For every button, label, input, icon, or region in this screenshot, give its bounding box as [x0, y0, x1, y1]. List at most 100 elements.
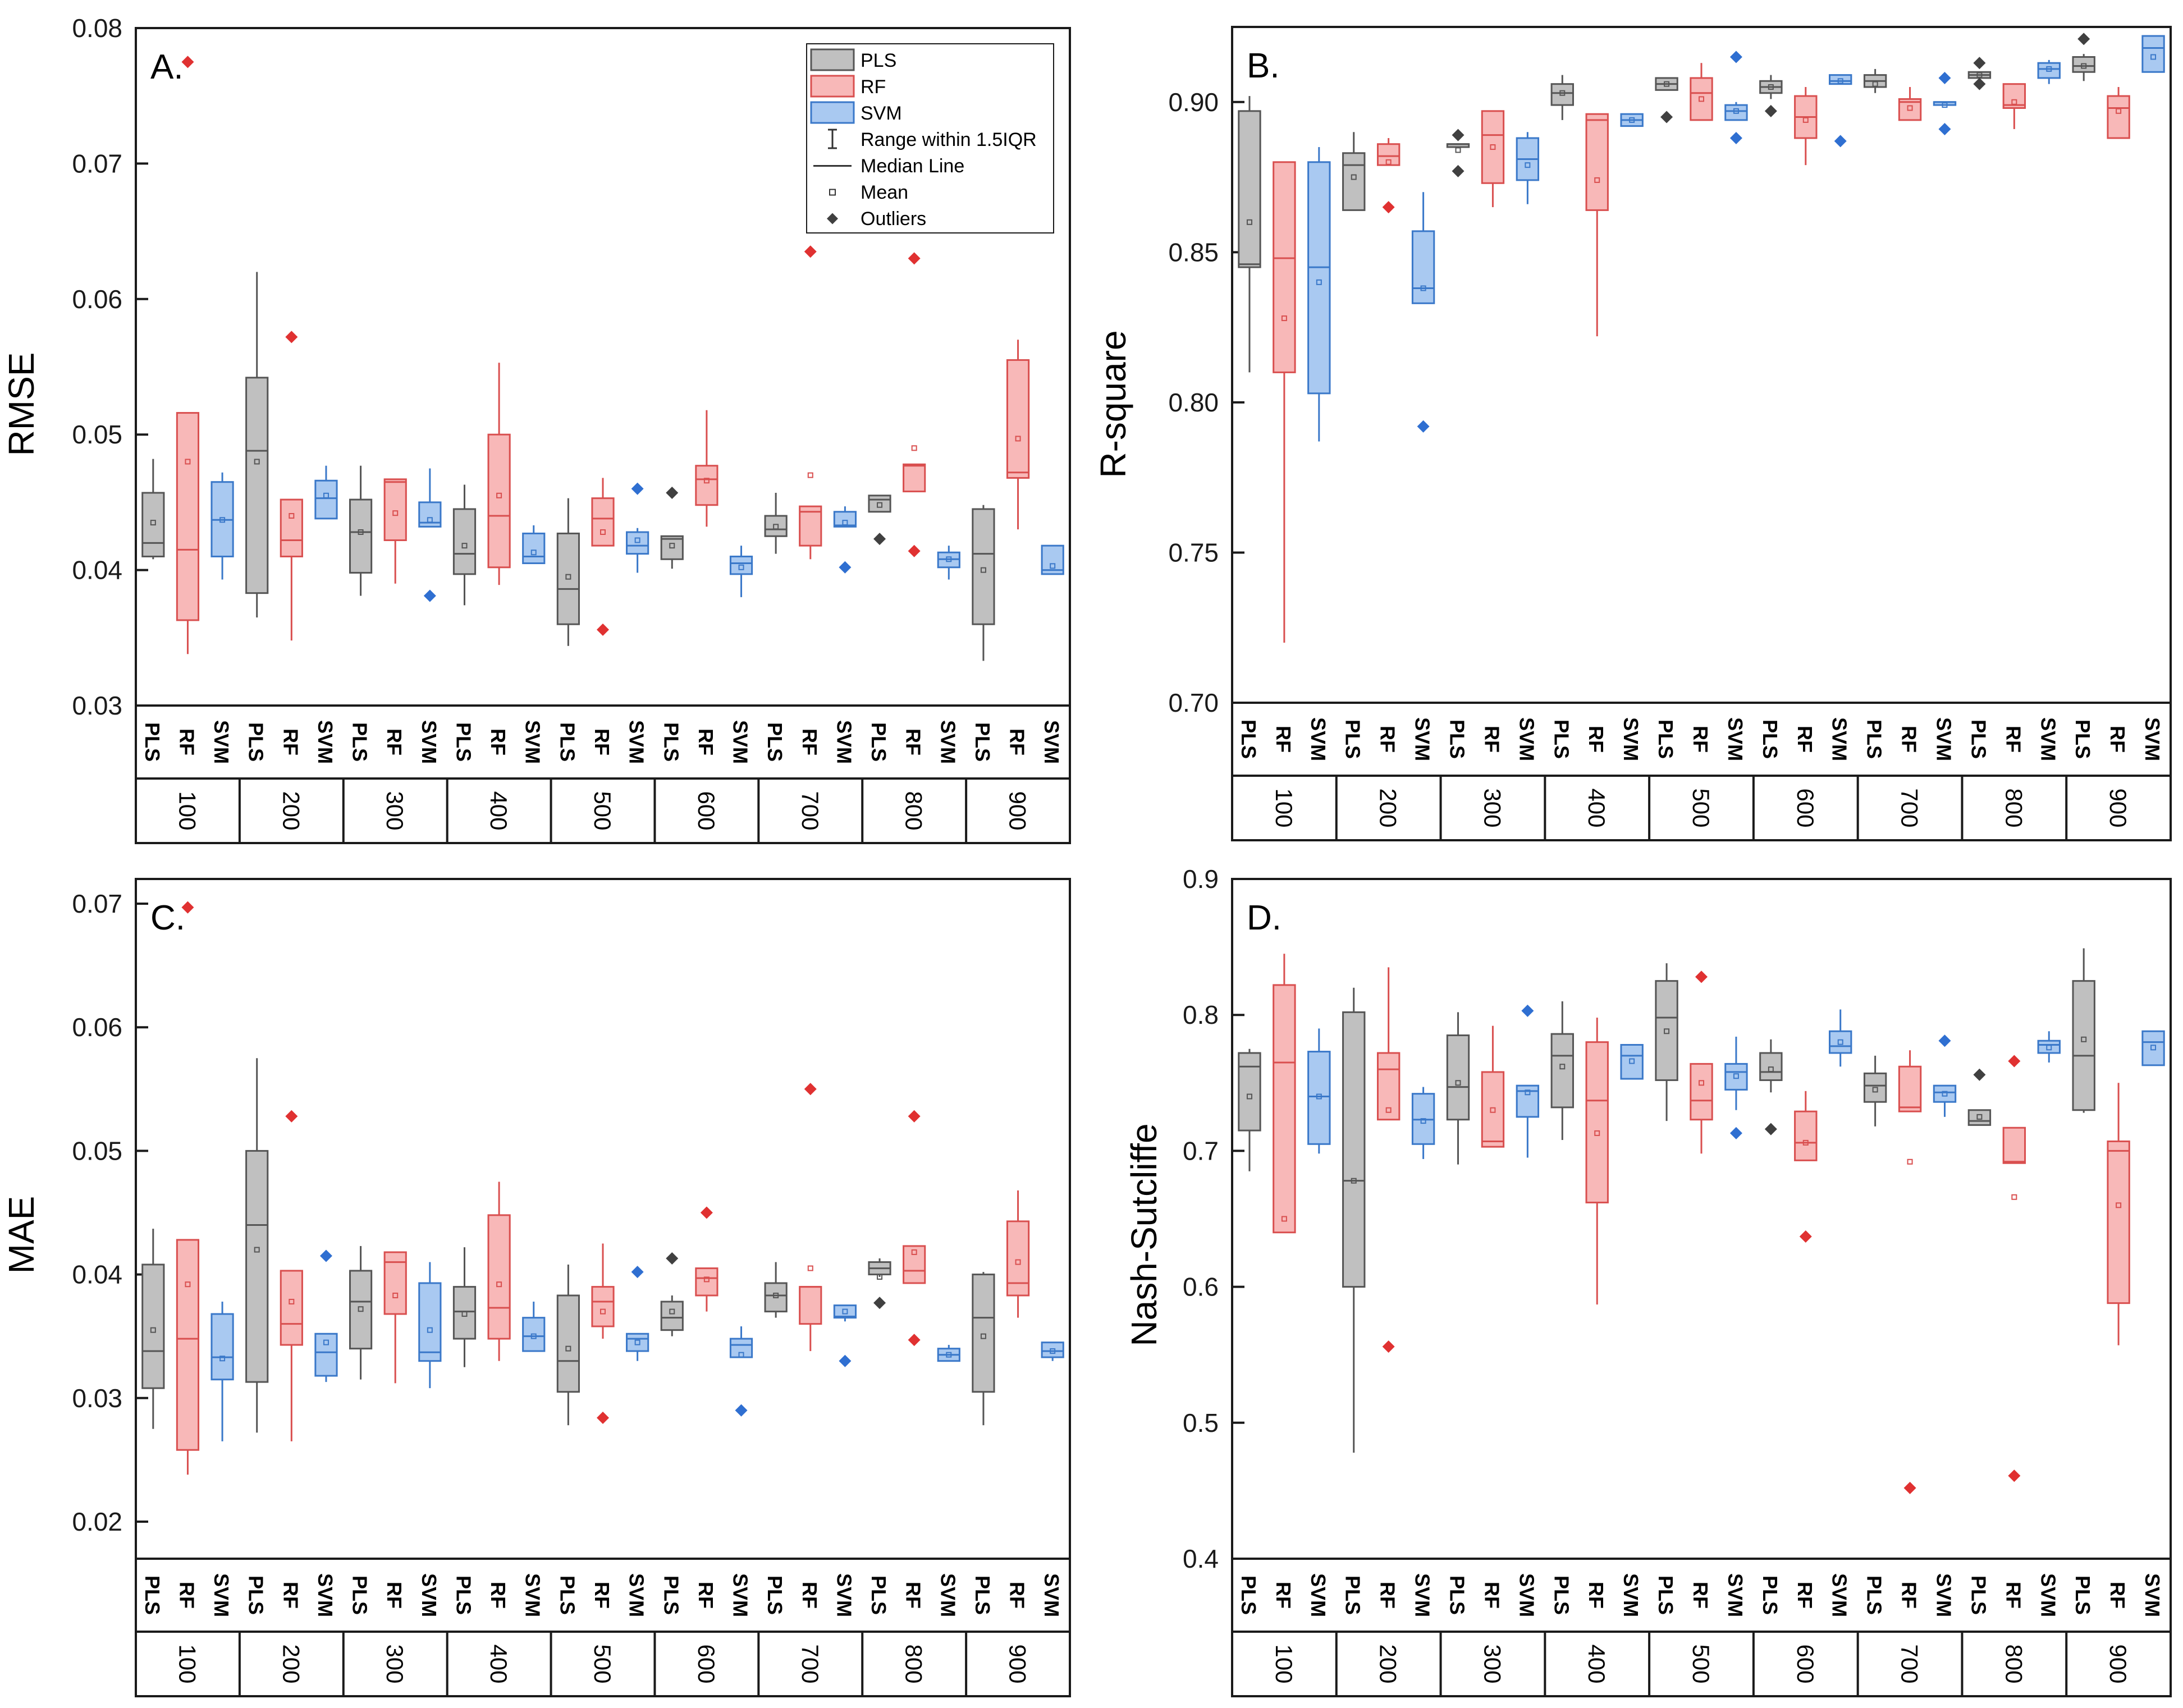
mean-marker — [1559, 90, 1566, 96]
mean-marker — [773, 1293, 779, 1299]
outlier-point — [873, 1297, 886, 1309]
method-label: SVM — [1411, 717, 1434, 761]
box-svm-200 — [314, 465, 338, 520]
plot-frame — [1231, 26, 2172, 704]
group-label: 700 — [797, 791, 823, 830]
method-label: PLS — [1654, 1576, 1677, 1615]
box-iqr — [1898, 1065, 1922, 1112]
mean-marker — [1872, 81, 1878, 87]
y-tick-label: 0.04 — [72, 1260, 122, 1289]
box-iqr — [1655, 980, 1678, 1081]
group-label: 100 — [1271, 1644, 1297, 1683]
mean-marker — [1490, 1107, 1496, 1113]
method-label: RF — [279, 1582, 302, 1609]
box-rf-600 — [695, 410, 718, 527]
legend-label-pls: PLS — [861, 50, 896, 71]
box-iqr — [2141, 1030, 2165, 1066]
mean-marker — [634, 1339, 640, 1345]
box-svm-200 — [314, 1249, 338, 1382]
outlier-point — [1938, 71, 1951, 84]
box-rf-700 — [799, 1083, 822, 1352]
method-label: PLS — [1967, 1576, 1990, 1615]
mean-marker — [842, 1308, 848, 1315]
outlier-icon — [827, 213, 838, 225]
box-pls-800 — [868, 1258, 891, 1309]
group-label: 300 — [382, 791, 408, 830]
outlier-point — [1382, 201, 1395, 214]
group-label: 200 — [278, 1644, 304, 1683]
method-label: SVM — [521, 720, 544, 764]
box-rf-500 — [591, 1243, 615, 1424]
box-iqr — [314, 479, 338, 520]
box-pls-300 — [349, 1245, 373, 1380]
mean-marker — [565, 1345, 571, 1352]
group-label: 100 — [1271, 788, 1297, 827]
mean-marker — [1420, 285, 1426, 291]
mean-marker — [773, 524, 779, 530]
mean-marker — [2046, 66, 2052, 72]
box-rf-700 — [799, 245, 822, 560]
box-iqr — [556, 1294, 580, 1393]
box-svm-600 — [729, 546, 753, 597]
box-pls-500 — [556, 498, 580, 646]
mean-marker — [496, 492, 502, 498]
group-label: 200 — [1375, 1644, 1402, 1683]
box-pls-600 — [660, 1252, 684, 1336]
box-rf-300 — [1481, 1025, 1505, 1148]
method-label: RF — [1006, 1582, 1029, 1609]
method-label: PLS — [1237, 1576, 1260, 1615]
box-iqr — [626, 1332, 649, 1352]
group-label: 800 — [901, 791, 927, 830]
outlier-point — [908, 252, 921, 265]
box-svm-100 — [210, 1302, 234, 1441]
outlier-point — [804, 245, 817, 258]
group-label: 800 — [2001, 1644, 2027, 1683]
box-iqr — [1933, 1084, 1957, 1103]
y-tick-label: 0.07 — [72, 889, 122, 918]
mean-marker — [565, 574, 571, 580]
y-tick-label: 0.02 — [72, 1507, 122, 1536]
box-iqr — [868, 494, 891, 513]
method-label: SVM — [1515, 717, 1538, 761]
group-label: 900 — [1005, 1644, 1031, 1683]
box-iqr — [591, 1286, 615, 1327]
box-svm-900 — [2141, 35, 2165, 73]
box-pls-300 — [1446, 129, 1470, 177]
mean-marker — [703, 478, 710, 484]
outlier-point — [908, 544, 921, 557]
mean-marker — [807, 1265, 813, 1271]
mean-marker — [1351, 174, 1357, 180]
method-label: RF — [487, 1582, 510, 1609]
box-iqr — [1829, 74, 1852, 85]
box-rf-800 — [2002, 1055, 2026, 1482]
mean-marker — [1525, 162, 1531, 168]
box-svm-700 — [1933, 71, 1957, 135]
box-pls-800 — [868, 494, 891, 546]
method-label: SVM — [1828, 717, 1851, 761]
box-iqr — [176, 1239, 200, 1451]
method-label: PLS — [245, 1576, 268, 1615]
group-label: 900 — [2105, 1644, 2131, 1683]
outlier-point — [2077, 33, 2090, 45]
method-label: RF — [694, 729, 717, 755]
outlier-point — [597, 623, 609, 636]
method-label: RF — [1585, 726, 1608, 753]
method-label: RF — [1272, 726, 1295, 753]
mean-marker — [1246, 219, 1252, 225]
mean-marker — [496, 1281, 502, 1288]
box-iqr — [695, 1267, 718, 1297]
method-label: RF — [798, 729, 821, 755]
y-axis-title: MAE — [1, 1196, 42, 1274]
box-iqr — [522, 532, 546, 565]
mean-marker — [877, 502, 883, 508]
outlier-point — [1973, 1068, 1986, 1081]
y-axis-title: RMSE — [1, 352, 42, 456]
panel-d: 0.4 0.5 0.6 0.7 0.8 0.9 Nash-Sutcliffe D. 100 PLS… — [1124, 864, 2172, 1697]
box-iqr — [245, 377, 269, 594]
box-pls-300 — [1446, 1012, 1470, 1165]
box-pls-900 — [972, 1272, 995, 1426]
box-iqr — [1273, 984, 1296, 1234]
legend-label-rf: RF — [861, 76, 886, 98]
group-label: 300 — [1479, 1644, 1505, 1683]
box-svm-700 — [833, 1304, 857, 1367]
